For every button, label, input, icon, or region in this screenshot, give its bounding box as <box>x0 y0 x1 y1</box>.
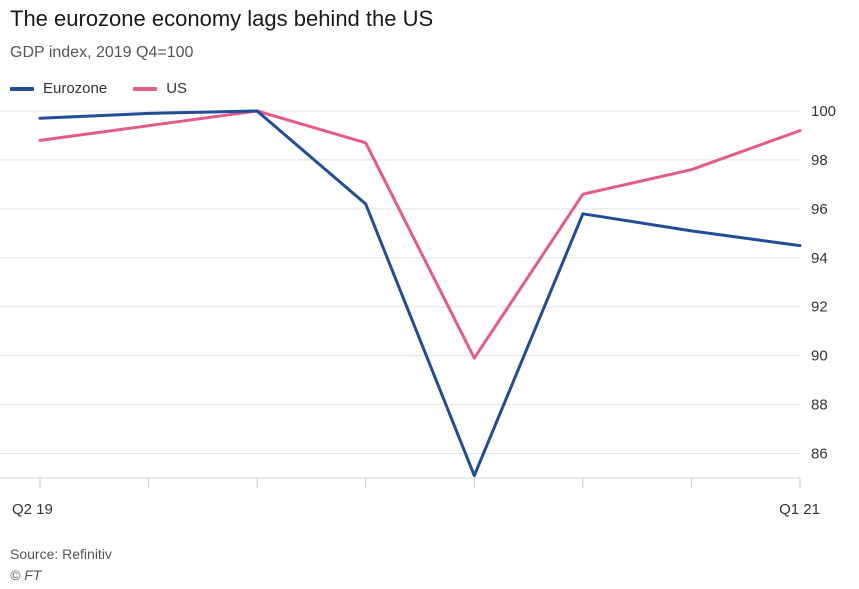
legend: Eurozone US <box>10 80 213 97</box>
chart-title: The eurozone economy lags behind the US <box>10 6 434 31</box>
x-tick-label-7: Q1 21 <box>779 501 820 518</box>
legend-label-eurozone: Eurozone <box>43 80 108 97</box>
y-tick-label-94: 94 <box>811 250 828 267</box>
y-tick-label-98: 98 <box>811 152 828 169</box>
y-tick-label-96: 96 <box>811 201 828 218</box>
y-tick-label-90: 90 <box>811 348 828 365</box>
chart-subtitle: GDP index, 2019 Q4=100 <box>10 44 194 61</box>
y-tick-label-100: 100 <box>811 103 836 120</box>
copyright-credit: © FT <box>10 567 42 583</box>
gridlines <box>0 110 800 455</box>
y-axis: 86 88 90 92 94 96 98 100 <box>811 103 836 463</box>
legend-item-us: US <box>133 80 187 97</box>
series-line-us <box>38 109 802 360</box>
legend-swatch-eurozone <box>10 86 34 91</box>
y-tick-label-92: 92 <box>811 299 828 316</box>
source-note: Source: Refinitiv <box>10 546 112 562</box>
legend-swatch-us <box>133 86 158 91</box>
x-axis: Q2 19 Q1 21 <box>0 477 820 518</box>
series-lines <box>38 109 802 478</box>
y-tick-label-88: 88 <box>811 397 828 414</box>
y-tick-label-86: 86 <box>811 446 828 463</box>
legend-item-eurozone: Eurozone <box>10 80 107 97</box>
x-tick-label-0: Q2 19 <box>12 501 53 518</box>
series-line-eurozone <box>38 109 802 478</box>
legend-label-us: US <box>166 80 188 97</box>
